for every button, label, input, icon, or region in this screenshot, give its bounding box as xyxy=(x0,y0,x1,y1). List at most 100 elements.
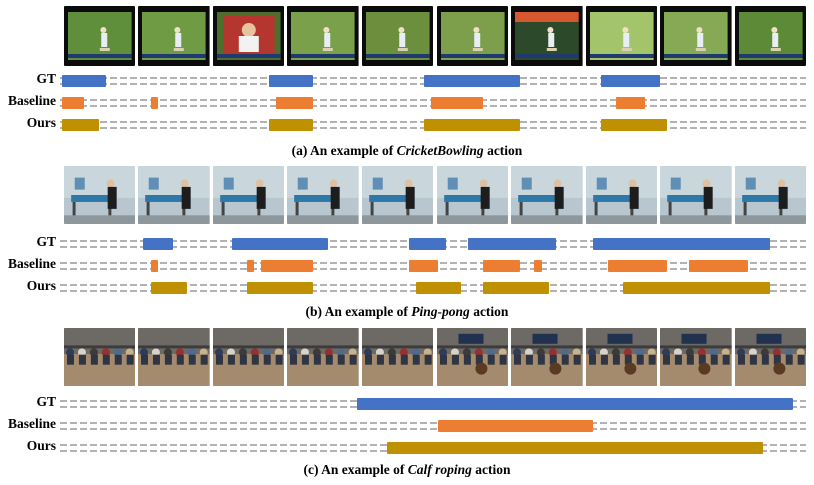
frame-image xyxy=(511,166,583,224)
frame-image xyxy=(361,6,434,66)
row-label-gt: GT xyxy=(36,394,56,409)
video-frame-thumbnail xyxy=(436,166,509,224)
segment-gt xyxy=(467,238,557,250)
video-frame-thumbnail xyxy=(511,166,583,224)
video-frame-thumbnail xyxy=(585,328,658,386)
segment-ours xyxy=(246,282,313,294)
frame-image xyxy=(511,328,583,386)
row-label-gt: GT xyxy=(36,71,56,86)
video-frame-thumbnail xyxy=(585,6,658,66)
segment-ours xyxy=(423,119,520,131)
video-frame-thumbnail xyxy=(63,6,136,66)
timeline-row-gt: GT xyxy=(0,71,814,89)
segment-gt xyxy=(600,75,660,87)
segment-baseline xyxy=(608,260,668,272)
frame-image xyxy=(287,6,359,66)
timeline-row-ours: Ours xyxy=(0,438,814,456)
segment-baseline xyxy=(689,260,749,272)
video-frame-thumbnail xyxy=(63,328,136,386)
segment-ours xyxy=(482,282,550,294)
segment-ours xyxy=(62,119,99,131)
row-label-ours: Ours xyxy=(26,278,56,293)
frame-image xyxy=(436,328,509,386)
timeline-row-ours: Ours xyxy=(0,115,814,133)
frame-image xyxy=(660,328,732,386)
video-frame-thumbnail xyxy=(660,166,732,224)
frame-image xyxy=(436,166,509,224)
frame-image xyxy=(585,6,658,66)
frame-image xyxy=(287,328,359,386)
segment-baseline xyxy=(615,97,646,109)
segment-ours xyxy=(600,119,668,131)
row-label-ours: Ours xyxy=(26,438,56,453)
frame-image xyxy=(138,328,210,386)
video-frame-thumbnail xyxy=(734,328,807,386)
caption-action-name: Ping-pong xyxy=(411,304,470,319)
video-frame-thumbnail xyxy=(436,6,509,66)
timeline-row-baseline: Baseline xyxy=(0,256,814,274)
frame-image xyxy=(734,328,807,386)
video-frame-thumbnail xyxy=(287,166,359,224)
frame-image xyxy=(511,6,583,66)
frame-image xyxy=(212,328,285,386)
frame-image xyxy=(63,6,136,66)
segment-baseline xyxy=(261,260,313,272)
segment-gt xyxy=(231,238,328,250)
caption-prefix: (b) An example of xyxy=(305,304,412,319)
segment-baseline xyxy=(150,97,158,109)
frame-image xyxy=(436,6,509,66)
frame-image xyxy=(138,6,210,66)
frame-image xyxy=(63,328,136,386)
segment-gt xyxy=(268,75,313,87)
segment-ours xyxy=(622,282,771,294)
segment-gt xyxy=(408,238,446,250)
frame-image xyxy=(361,328,434,386)
row-label-baseline: Baseline xyxy=(7,93,56,108)
video-frame-thumbnail xyxy=(436,328,509,386)
frame-image xyxy=(660,166,732,224)
frame-image xyxy=(138,166,210,224)
video-frame-thumbnail xyxy=(138,6,210,66)
segment-baseline xyxy=(150,260,158,272)
segment-baseline xyxy=(276,97,313,109)
frame-image xyxy=(734,166,807,224)
caption-suffix: action xyxy=(471,462,511,477)
video-frame-thumbnail xyxy=(138,166,210,224)
video-frame-thumbnail xyxy=(212,328,285,386)
frame-image xyxy=(660,6,732,66)
row-label-baseline: Baseline xyxy=(7,256,56,271)
video-frame-thumbnail xyxy=(361,328,434,386)
timeline-row-baseline: Baseline xyxy=(0,416,814,434)
video-frame-thumbnail xyxy=(287,328,359,386)
video-frame-thumbnail xyxy=(361,6,434,66)
frame-image xyxy=(287,166,359,224)
segment-baseline xyxy=(534,260,542,272)
video-frame-thumbnail xyxy=(511,328,583,386)
video-frame-thumbnail xyxy=(63,166,136,224)
panel-caption: (b) An example of Ping-pong action xyxy=(0,304,814,320)
timeline-row-baseline: Baseline xyxy=(0,93,814,111)
caption-suffix: action xyxy=(483,143,523,158)
frame-image xyxy=(585,166,658,224)
segment-ours xyxy=(268,119,313,131)
frame-image xyxy=(585,328,658,386)
caption-action-name: CricketBowling xyxy=(396,143,484,158)
frame-image xyxy=(63,166,136,224)
video-frame-thumbnail xyxy=(361,166,434,224)
segment-gt xyxy=(357,398,793,410)
timeline-row-ours: Ours xyxy=(0,278,814,296)
video-frame-thumbnail xyxy=(212,6,285,66)
segment-gt xyxy=(423,75,520,87)
frame-image xyxy=(361,166,434,224)
segment-baseline xyxy=(482,260,520,272)
video-frame-thumbnail xyxy=(287,6,359,66)
row-label-baseline: Baseline xyxy=(7,416,56,431)
video-frame-thumbnail xyxy=(585,166,658,224)
video-frame-thumbnail xyxy=(511,6,583,66)
row-label-gt: GT xyxy=(36,234,56,249)
row-label-ours: Ours xyxy=(26,115,56,130)
segment-baseline xyxy=(408,260,439,272)
segment-baseline xyxy=(246,260,254,272)
